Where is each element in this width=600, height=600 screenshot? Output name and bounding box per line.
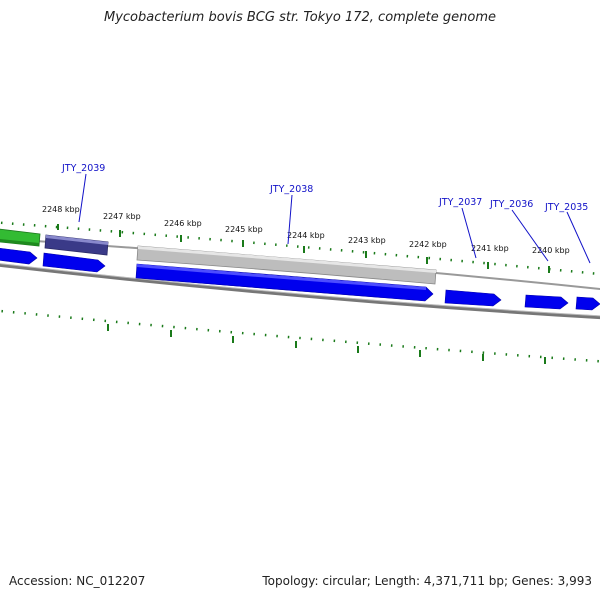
gene-leader-line [461, 207, 477, 259]
kbp-tick-group: 2248 kbp 2247 kbp 2246 kbp 2245 kbp 2244… [42, 205, 570, 273]
gene-leader-line [78, 173, 87, 223]
cds-arrow-highlight [137, 264, 426, 290]
cds-arrow [524, 294, 569, 310]
gene-leaders [78, 173, 591, 264]
kbp-tick-label: 2246 kbp [164, 219, 202, 228]
kbp-tick-label: 2247 kbp [103, 212, 141, 221]
indigo-feature-highlight [46, 235, 108, 245]
cds-arrow [444, 289, 502, 307]
gene-leader-line [566, 211, 591, 264]
lower-tick-group [107, 324, 546, 364]
cds-arrow [135, 263, 434, 302]
gene-label[interactable]: JTY_2036 [489, 199, 533, 210]
cds-arrow [575, 296, 600, 311]
kbp-tick-label: 2243 kbp [348, 236, 386, 245]
kbp-tick-label: 2240 kbp [532, 246, 570, 255]
genome-summary-text: Topology: circular; Length: 4,371,711 bp… [262, 574, 592, 588]
kbp-tick-label: 2245 kbp [225, 225, 263, 234]
gray-feature-highlight [138, 246, 436, 273]
accession-text: Accession: NC_012207 [9, 574, 146, 588]
kbp-tick-label: 2242 kbp [409, 240, 447, 249]
backbone-lower [0, 263, 600, 320]
gene-label[interactable]: JTY_2037 [438, 197, 482, 208]
cds-arrow [42, 252, 106, 273]
gene-label[interactable]: JTY_2035 [544, 202, 588, 213]
backbone-lower-highlight [0, 263, 600, 317]
kbp-tick-label: 2241 kbp [471, 244, 509, 253]
gene-label[interactable]: JTY_2038 [269, 184, 313, 195]
cds-arrow [0, 247, 38, 265]
green-feature-shade [0, 239, 39, 246]
kbp-tick-label: 2248 kbp [42, 205, 80, 214]
tick-ruler-lower [0, 309, 600, 363]
gene-leader-line [511, 209, 549, 262]
gene-label[interactable]: JTY_2039 [61, 163, 105, 174]
gene-leader-line [287, 194, 293, 245]
genome-title: Mycobacterium bovis BCG str. Tokyo 172, … [104, 10, 496, 25]
gene-labels: JTY_2039 JTY_2038 JTY_2037 JTY_2036 JTY_… [61, 163, 588, 213]
kbp-tick-label: 2244 kbp [287, 231, 325, 240]
